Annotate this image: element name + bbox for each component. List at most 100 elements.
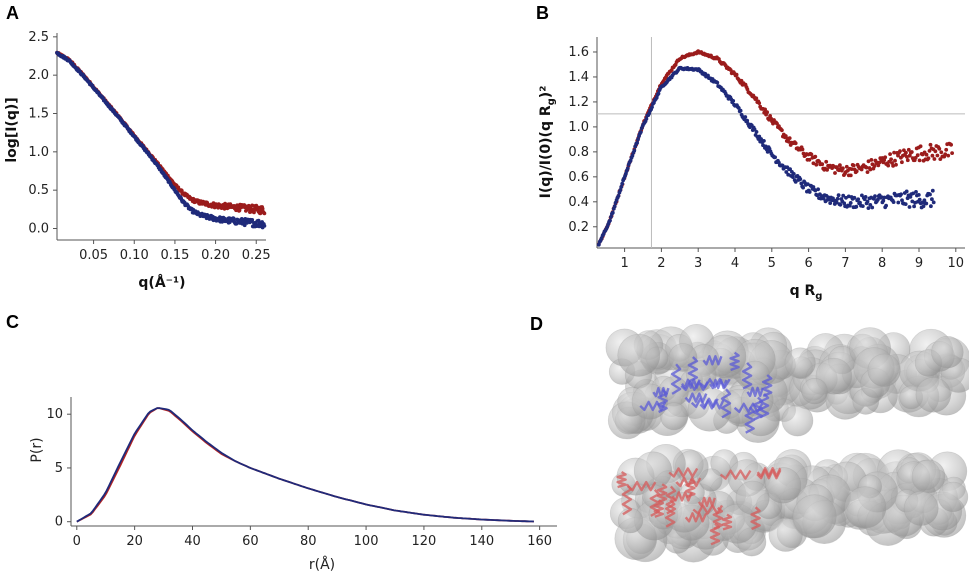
chart-b-point bbox=[805, 182, 810, 187]
envelope-sphere bbox=[903, 490, 939, 526]
chart-b-point bbox=[909, 150, 914, 154]
chart-b-point bbox=[907, 153, 912, 158]
chart-b-point bbox=[929, 204, 933, 209]
chart-b-y-tick-label: 1.0 bbox=[568, 120, 589, 135]
structure-models bbox=[605, 323, 969, 563]
chart-b-x-tick-label: 4 bbox=[731, 256, 739, 271]
chart-b-point bbox=[859, 167, 864, 172]
chart-b-y-tick-label: 0.6 bbox=[568, 170, 589, 185]
chart-b-point bbox=[801, 185, 805, 190]
chart-b-point bbox=[911, 191, 916, 196]
chart-b-point bbox=[793, 141, 798, 146]
chart-b-point bbox=[754, 96, 759, 101]
chart-a-x-tick-label: 0.15 bbox=[160, 248, 189, 263]
chart-a-y-label: log[I(q)] bbox=[4, 97, 20, 162]
chart-b-x-tick-label: 3 bbox=[694, 256, 702, 271]
chart-b-point bbox=[798, 177, 803, 182]
envelope-top bbox=[605, 323, 969, 443]
ribbon-helix bbox=[627, 480, 657, 492]
envelope-sphere bbox=[735, 480, 770, 515]
chart-b-point bbox=[835, 196, 840, 201]
chart-b-point bbox=[949, 142, 953, 147]
ribbon-helix bbox=[758, 393, 770, 419]
chart-b-point bbox=[791, 175, 795, 180]
chart-b: 1 2 3 4 5 6 7 8 9 10 0.2 0.4 0.6 0.8 1.0 1.2 1.4 1.6 q R… bbox=[538, 37, 965, 302]
chart-b-point bbox=[754, 130, 759, 134]
chart-b-point bbox=[842, 201, 847, 206]
ribbon-helix bbox=[719, 469, 752, 480]
chart-b-point bbox=[875, 197, 880, 202]
envelope-sphere bbox=[784, 347, 816, 379]
chart-c-x-tick-label: 120 bbox=[412, 534, 437, 549]
ribbon-helix bbox=[702, 355, 723, 366]
chart-b-point bbox=[784, 170, 789, 174]
chart-b-point bbox=[824, 159, 829, 164]
chart-b-point bbox=[890, 161, 894, 165]
chart-b-point bbox=[881, 198, 886, 203]
chart-a-y-tick-label: 0.5 bbox=[28, 183, 49, 198]
chart-b-point bbox=[924, 152, 929, 157]
chart-b-point bbox=[854, 204, 859, 209]
chart-b-point bbox=[891, 164, 895, 168]
chart-b-point bbox=[896, 153, 900, 158]
chart-b-point bbox=[807, 157, 812, 162]
chart-a-point bbox=[237, 208, 242, 213]
envelope-sphere bbox=[844, 486, 887, 529]
chart-a-y-tick-label: 2.5 bbox=[28, 30, 49, 45]
chart-b-x-tick-label: 1 bbox=[620, 256, 628, 271]
chart-a-x-tick-label: 0.25 bbox=[242, 248, 271, 263]
ribbon-helix bbox=[665, 485, 677, 515]
chart-b-point bbox=[903, 202, 908, 207]
chart-b-point bbox=[865, 199, 870, 204]
chart-b-point bbox=[907, 205, 912, 209]
chart-b-point bbox=[864, 165, 869, 170]
envelope-sphere bbox=[660, 402, 688, 431]
chart-b-point bbox=[898, 149, 902, 154]
chart-b-point bbox=[917, 197, 922, 202]
chart-b-point bbox=[913, 155, 918, 160]
chart-c-x-label: r(Å) bbox=[309, 556, 335, 573]
chart-b-point bbox=[841, 193, 846, 198]
chart-b-point bbox=[618, 188, 623, 193]
chart-b-point bbox=[870, 205, 875, 210]
chart-c-x-tick-label: 0 bbox=[73, 534, 81, 549]
envelope-sphere bbox=[764, 467, 802, 504]
chart-b-point bbox=[610, 210, 615, 215]
chart-b-point bbox=[848, 201, 853, 205]
chart-b-point bbox=[905, 158, 910, 163]
envelope-sphere bbox=[792, 494, 837, 539]
chart-b-point bbox=[905, 155, 909, 159]
chart-c-y-tick-label: 0 bbox=[55, 515, 63, 530]
chart-b-point bbox=[868, 203, 873, 207]
panel-label-a: A bbox=[6, 3, 19, 23]
chart-b-point bbox=[788, 167, 792, 172]
chart-b-point bbox=[793, 180, 798, 184]
chart-b-point bbox=[841, 166, 845, 171]
chart-b-series-red bbox=[596, 49, 954, 247]
chart-a-point bbox=[231, 216, 236, 221]
ribbon-helix bbox=[690, 397, 719, 408]
chart-b-point bbox=[612, 204, 617, 209]
chart-b-point bbox=[624, 171, 628, 176]
chart-b-point bbox=[896, 200, 901, 205]
chart-b-x-tick-label: 8 bbox=[878, 256, 886, 271]
chart-b-point bbox=[849, 167, 854, 172]
chart-b-point bbox=[888, 152, 892, 157]
chart-b-point bbox=[950, 151, 954, 156]
chart-c-x-tick-label: 60 bbox=[242, 534, 259, 549]
chart-b-point bbox=[939, 150, 944, 155]
chart-b-point bbox=[879, 195, 884, 200]
chart-b-point bbox=[899, 192, 903, 197]
chart-b-point bbox=[807, 190, 812, 194]
chart-b-point bbox=[851, 163, 856, 168]
chart-b-point bbox=[786, 139, 791, 144]
chart-b-point bbox=[619, 185, 624, 189]
ribbon-helix bbox=[750, 506, 761, 531]
chart-b-y-tick-label: 1.4 bbox=[568, 70, 589, 85]
chart-b-x-tick-label: 7 bbox=[841, 256, 849, 271]
chart-b-point bbox=[894, 162, 898, 167]
ribbon-helix bbox=[675, 476, 702, 488]
chart-a-x-tick-label: 0.10 bbox=[120, 248, 149, 263]
chart-b-point bbox=[860, 204, 865, 209]
chart-b-point bbox=[635, 141, 639, 145]
